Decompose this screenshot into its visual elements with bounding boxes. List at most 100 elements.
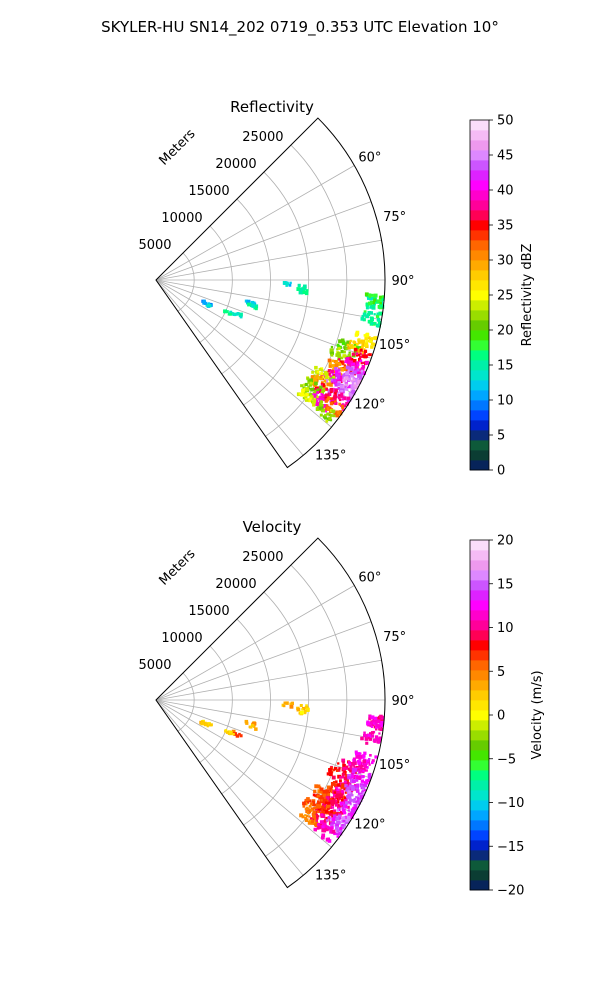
reflectivity-colorbar-segment (470, 120, 489, 131)
velocity-echo-cell (332, 768, 335, 772)
velocity-echo-cell (324, 807, 327, 810)
velocity-range-axis-label: Meters (157, 546, 199, 588)
velocity-echo-cell (370, 722, 375, 727)
reflectivity-echo-cell (352, 359, 357, 363)
reflectivity-echo-cell (347, 369, 350, 372)
reflectivity-colorbar-segment (470, 200, 489, 211)
velocity-colorbar-segment (470, 750, 489, 761)
velocity-angle-labels: 60° 75° 90° 105° 120° 135° (315, 571, 414, 884)
velocity-echo-cell (336, 793, 340, 798)
velocity-echo-cell (325, 827, 329, 832)
velocity-echo-cell (308, 821, 312, 825)
velocity-colorbar-segment (470, 860, 489, 871)
velocity-echo-cell (341, 792, 345, 795)
reflectivity-echo-cell (358, 368, 362, 372)
velocity-echo-cell (321, 835, 325, 840)
velocity-colorbar-segment (470, 720, 489, 731)
reflectivity-echo-cell (344, 383, 349, 387)
reflectivity-echo-cell (369, 340, 372, 343)
velocity-echo-cell (350, 779, 353, 783)
reflectivity-echo-cell (355, 353, 359, 357)
velocity-echo-cell (352, 764, 355, 767)
reflectivity-echo-cell (285, 284, 288, 287)
reflectivity-echo-cell (341, 406, 345, 410)
velocity-echo-cell (345, 805, 348, 809)
reflectivity-echo-cell (347, 361, 351, 365)
velocity-echo-cell (379, 723, 384, 728)
reflectivity-echo-cell (329, 418, 333, 422)
reflectivity-echo-cell (381, 295, 385, 299)
velocity-panel-title: Velocity (243, 518, 302, 536)
reflectivity-echo-cell (338, 396, 341, 400)
reflectivity-echo-cell (337, 387, 340, 390)
reflectivity-echo-cell (367, 336, 371, 340)
reflectivity-range-tick-label: 5000 (138, 238, 171, 253)
reflectivity-radial-gridline (155, 279, 304, 456)
reflectivity-echo-cell (325, 374, 329, 378)
velocity-echo-cell (363, 731, 366, 734)
velocity-echo-cell (304, 818, 309, 822)
velocity-echo-cell (309, 817, 313, 821)
velocity-echo-cell (366, 759, 370, 762)
velocity-echo-cell (327, 826, 330, 829)
velocity-angle-tick-label: 90° (391, 694, 414, 709)
reflectivity-echo-cell (340, 392, 344, 396)
reflectivity-echo-cell (369, 338, 372, 342)
velocity-colorbar-segment (470, 760, 489, 771)
reflectivity-echo-cell (306, 377, 310, 381)
velocity-echo-cell (312, 810, 317, 815)
velocity-echo-cell (356, 783, 360, 787)
velocity-echo-cell (305, 806, 309, 810)
velocity-echo-cell (343, 804, 347, 808)
reflectivity-panel: Reflectivity 5000 10000 15000 20000 25000 Me… (138, 98, 535, 479)
velocity-echo-cell (363, 751, 367, 755)
velocity-echo-cell (358, 777, 362, 780)
reflectivity-echo-cell (330, 353, 334, 357)
reflectivity-echo-cell (349, 339, 352, 343)
reflectivity-echo-cell (359, 352, 362, 355)
reflectivity-echo-cell (330, 369, 335, 373)
velocity-echo-cell (359, 795, 364, 799)
velocity-echo-cell (360, 785, 363, 788)
velocity-echo-cell (360, 736, 364, 741)
velocity-echo-cell (325, 796, 330, 800)
reflectivity-echo-cell (337, 374, 342, 379)
reflectivity-echo-cell (348, 384, 352, 388)
velocity-echo-cell (366, 778, 370, 783)
reflectivity-echo-cell (321, 388, 325, 393)
reflectivity-echo-cell (345, 347, 348, 350)
velocity-echo-cell (325, 825, 328, 828)
velocity-echo-cell (343, 796, 347, 799)
reflectivity-echo-cell (308, 384, 311, 387)
reflectivity-echo-cell (309, 381, 312, 385)
velocity-colorbar-segment (470, 740, 489, 751)
reflectivity-echo-cell (342, 378, 347, 383)
reflectivity-echo-cell (371, 300, 375, 305)
velocity-echo-cell (313, 818, 317, 821)
velocity-echo-cell (357, 752, 361, 756)
reflectivity-echo-cell (334, 382, 339, 387)
reflectivity-echo-cell (319, 375, 323, 378)
reflectivity-colorbar-segment (470, 190, 489, 201)
reflectivity-echo-cell (304, 394, 308, 399)
reflectivity-echo-cell (362, 318, 366, 322)
reflectivity-range-labels: 5000 10000 15000 20000 25000 (138, 130, 283, 253)
velocity-echo-cell (324, 796, 327, 799)
reflectivity-echo-cell (340, 395, 344, 398)
velocity-colorbar-segment (470, 850, 489, 861)
reflectivity-echo-cell (352, 376, 356, 380)
velocity-echo-cell (319, 823, 323, 826)
velocity-echo-cell (344, 784, 348, 788)
velocity-echo-cell (347, 776, 351, 780)
reflectivity-echo-cell (246, 299, 251, 304)
velocity-echo-cell (343, 823, 346, 827)
reflectivity-echo-cell (304, 397, 308, 400)
reflectivity-colorbar-segment (470, 450, 489, 461)
velocity-angle-tick-label: 75° (383, 630, 406, 645)
velocity-echo-cell (233, 732, 238, 736)
velocity-colorbar-segment (470, 810, 489, 821)
velocity-echo-cell (337, 762, 340, 765)
reflectivity-colorbar-segment (470, 160, 489, 171)
velocity-echo-cell (364, 736, 369, 741)
reflectivity-colorbar-segment (470, 430, 489, 441)
